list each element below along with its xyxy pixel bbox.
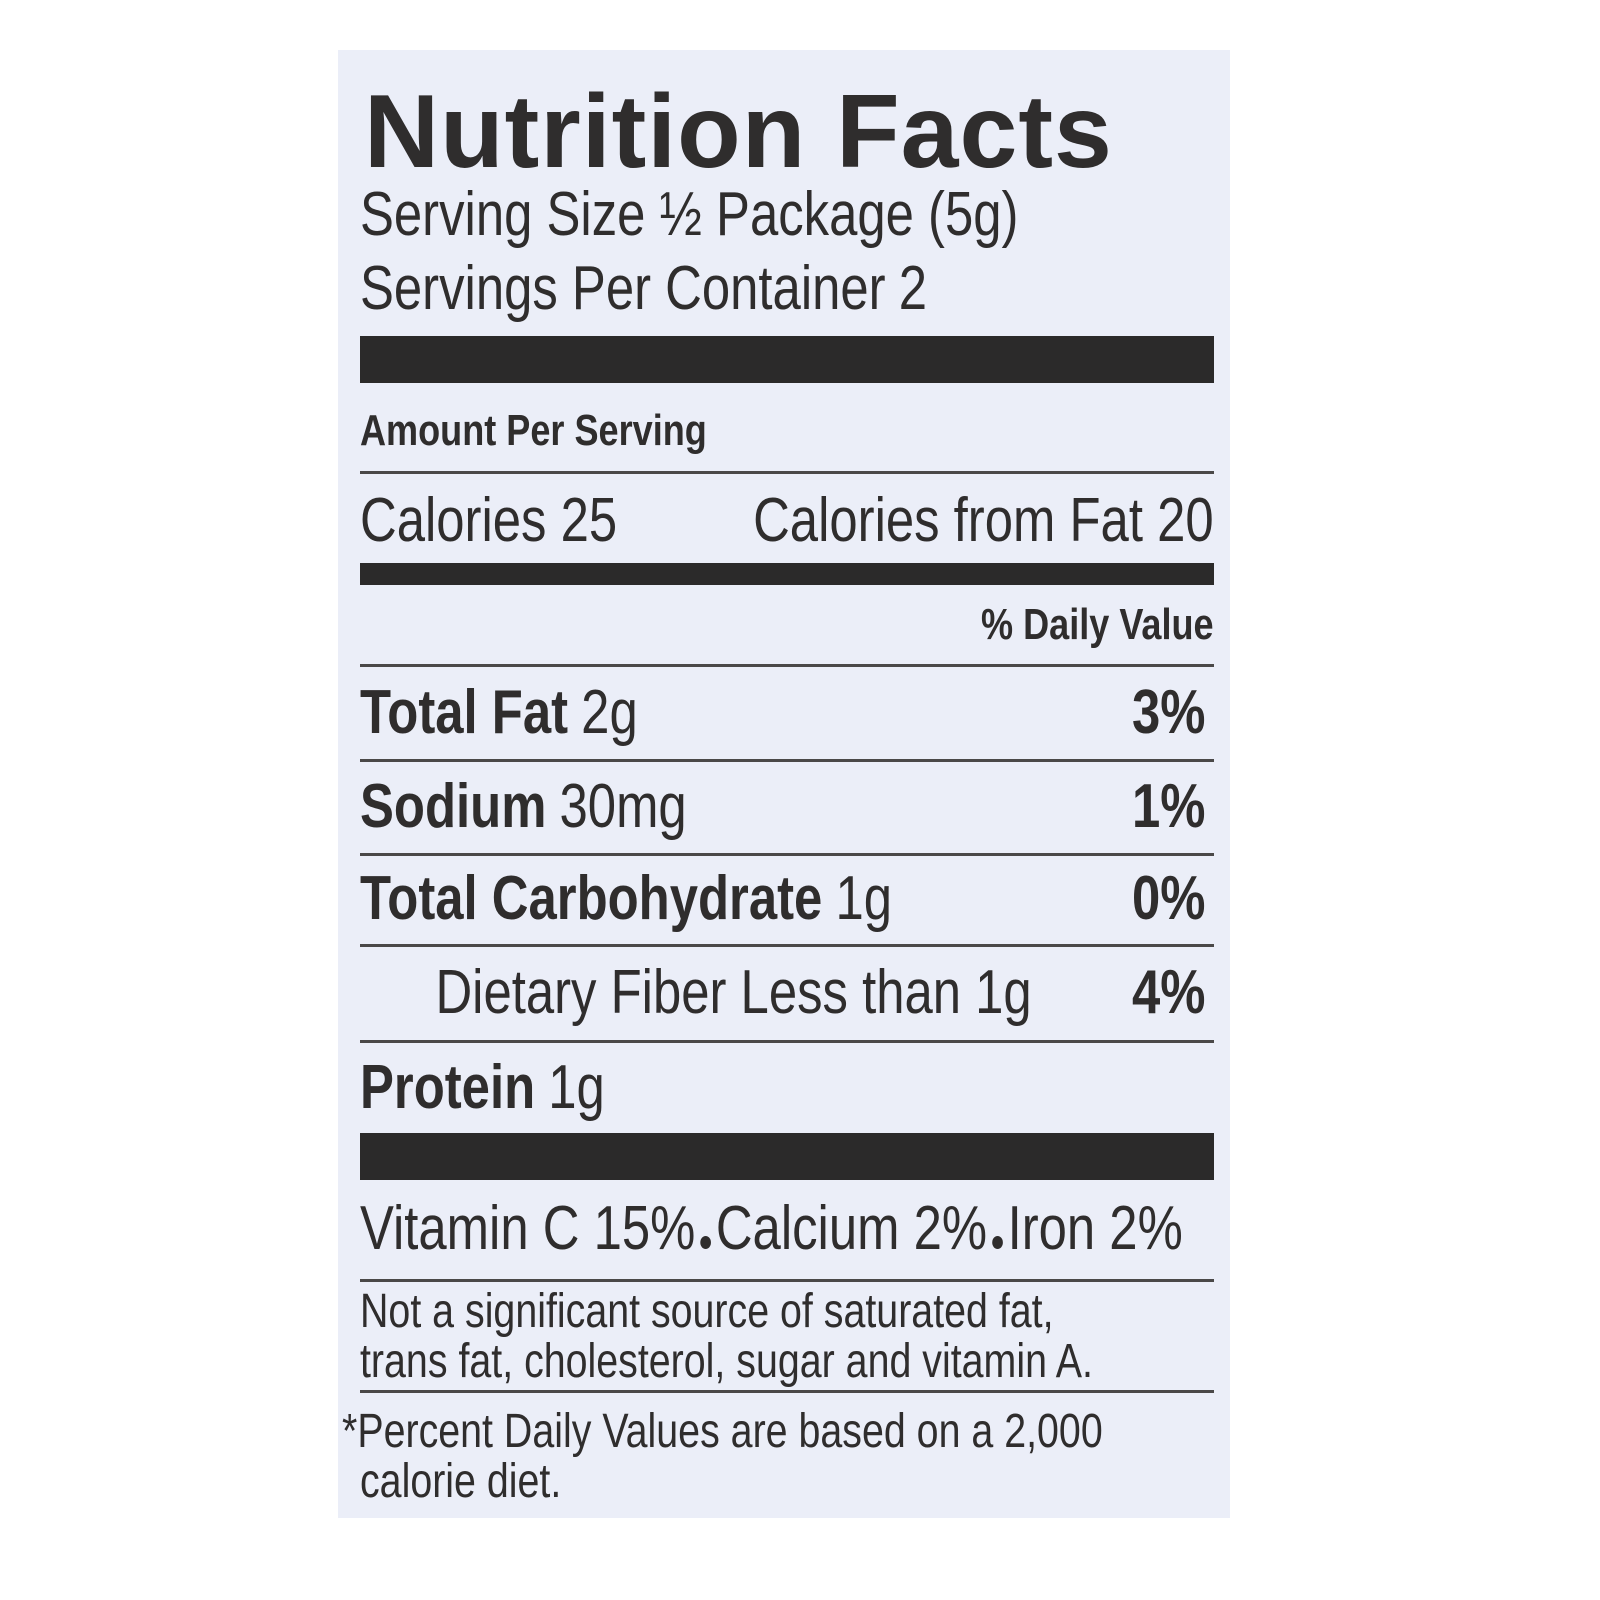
rule	[360, 471, 1214, 474]
footnote-line: *Percent Daily Values are based on a 2,0…	[342, 1406, 1196, 1458]
vitamin: Iron 2%	[1007, 1194, 1183, 1263]
nutrient-name: Sodium	[360, 772, 547, 841]
footnote-line: calorie diet.	[360, 1456, 1214, 1508]
nutrient-name: Total Carbohydrate	[360, 864, 823, 933]
nutrition-label: Nutrition Facts Serving Size ½ Package (…	[338, 50, 1230, 1518]
bullet	[700, 1236, 711, 1249]
amount-row: Amount Per Serving	[360, 406, 1214, 456]
daily-value-header: % Daily Value	[980, 600, 1214, 649]
note: trans fat, cholesterol, sugar and vitami…	[360, 1335, 1093, 1388]
calories: Calories 25	[360, 486, 618, 555]
nutrient-row: Dietary Fiber Less than 1g 4%	[360, 960, 1214, 1026]
servings-row: Servings Per Container 2	[360, 256, 1214, 322]
vitamin: Calcium 2%	[715, 1194, 988, 1263]
medium-rule	[360, 563, 1214, 585]
rule	[360, 1390, 1214, 1393]
thick-rule	[360, 1133, 1214, 1180]
note-line: Not a significant source of saturated fa…	[360, 1286, 1214, 1338]
note: Not a significant source of saturated fa…	[360, 1285, 1054, 1338]
nutrient-row: Total Fat 2g 3%	[360, 680, 1214, 746]
thick-rule	[360, 336, 1214, 383]
rule	[360, 853, 1214, 856]
nutrient-dv: 0%	[1131, 864, 1206, 933]
nutrient-name: Total Fat	[360, 678, 569, 747]
title: Nutrition Facts	[364, 74, 1113, 190]
footnote: *Percent Daily Values are based on a 2,0…	[342, 1405, 1103, 1458]
nutrient-row: Protein 1g	[360, 1055, 1214, 1121]
rule	[360, 664, 1214, 667]
nutrient-name: Protein	[360, 1053, 536, 1122]
nutrient-amount: 2g	[581, 678, 638, 747]
nutrient-dv: 3%	[1131, 678, 1206, 747]
calories-from-fat: Calories from Fat 20	[753, 486, 1214, 555]
nutrient-row: Sodium 30mg 1%	[360, 774, 1214, 840]
nutrient-amount: 1g	[548, 1053, 605, 1122]
note-line: trans fat, cholesterol, sugar and vitami…	[360, 1336, 1214, 1388]
rule	[360, 759, 1214, 762]
serving-size-row: Serving Size ½ Package (5g)	[360, 182, 1214, 248]
dv-header-row: % Daily Value	[360, 600, 1214, 650]
calories-row: Calories 25 Calories from Fat 20	[360, 488, 1214, 554]
serving-size: Serving Size ½ Package (5g)	[360, 180, 1019, 249]
nutrient-dv: 4%	[1131, 958, 1206, 1027]
servings-label: Servings Per Container	[360, 254, 886, 323]
footnote: calorie diet.	[360, 1455, 562, 1508]
vitamins-row: Vitamin C 15% Calcium 2% Iron 2%	[360, 1196, 1214, 1262]
rule	[360, 1279, 1214, 1282]
nutrient-name: Dietary Fiber Less than 1g	[435, 958, 1032, 1027]
rule	[360, 944, 1214, 947]
nutrient-amount: 1g	[835, 864, 893, 933]
servings-value: 2	[898, 254, 928, 323]
vitamin: Vitamin C 15%	[360, 1194, 696, 1263]
nutrient-dv: 1%	[1131, 772, 1206, 841]
rule	[360, 1040, 1214, 1043]
bullet	[991, 1236, 1003, 1249]
amount-per-serving: Amount Per Serving	[360, 406, 707, 455]
nutrient-row: Total Carbohydrate 1g 0%	[360, 866, 1214, 932]
nutrient-amount: 30mg	[559, 772, 687, 841]
